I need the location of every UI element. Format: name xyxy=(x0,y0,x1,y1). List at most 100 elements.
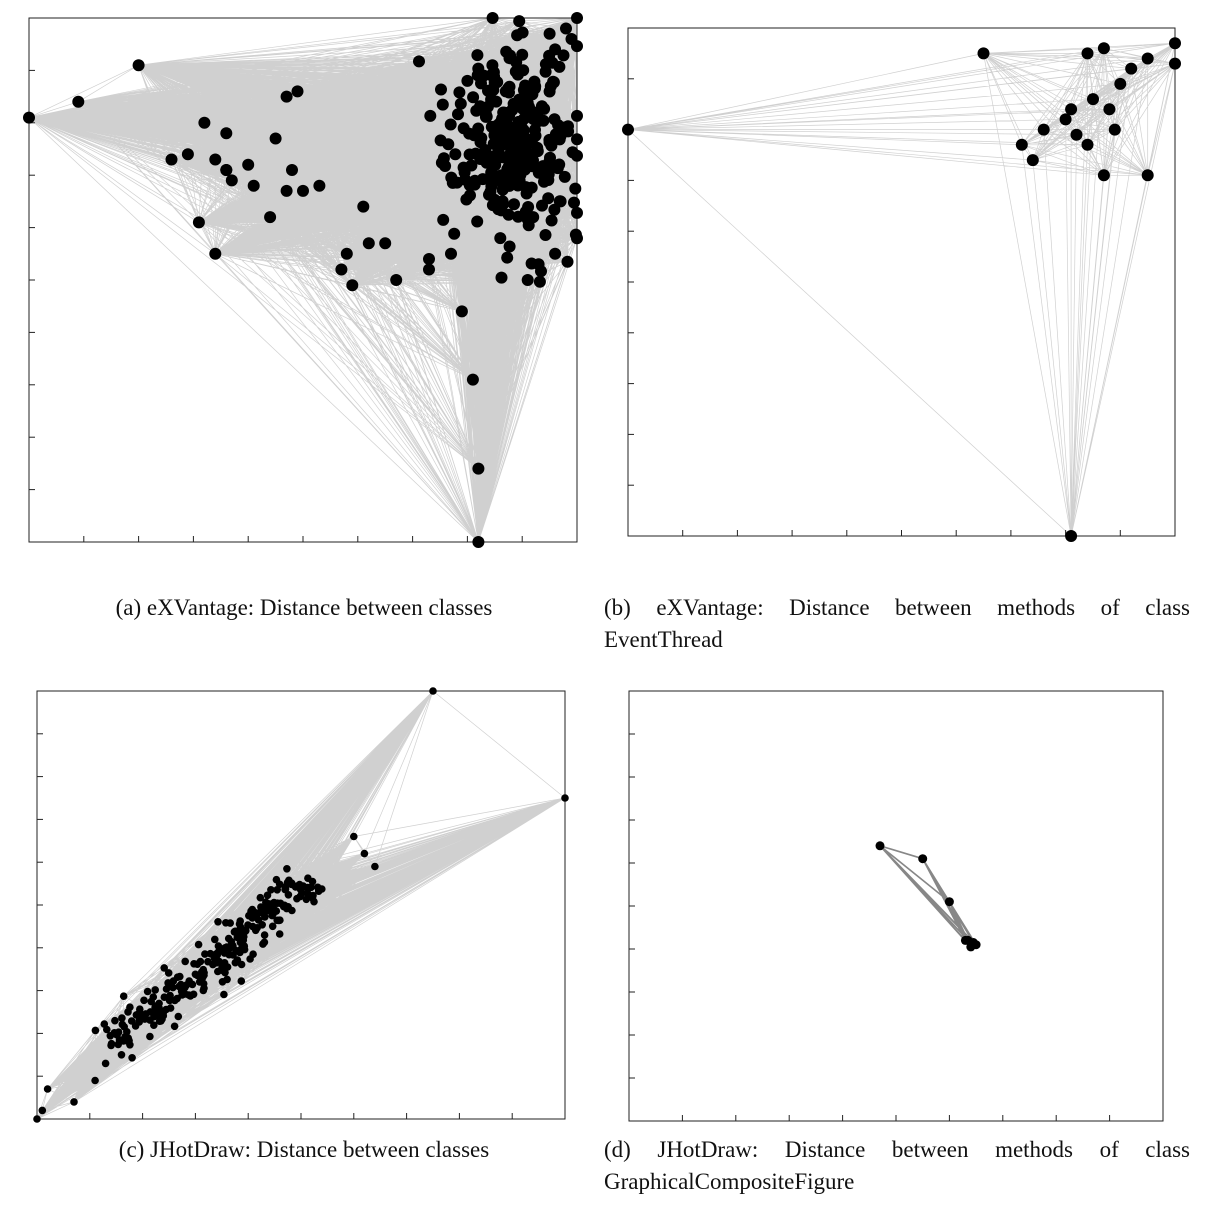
data-point xyxy=(1114,77,1127,90)
data-point xyxy=(253,909,262,917)
data-point xyxy=(561,255,574,268)
caption-d: (d) JHotDraw: Distance between methods o… xyxy=(604,1137,1190,1194)
data-point xyxy=(519,79,532,92)
data-point xyxy=(435,83,447,96)
data-point xyxy=(335,263,348,276)
data-point xyxy=(918,854,928,864)
data-point xyxy=(527,113,540,126)
data-point xyxy=(455,305,468,318)
data-point xyxy=(498,106,511,119)
data-point xyxy=(445,247,457,260)
data-point xyxy=(517,131,529,144)
data-point xyxy=(542,158,555,171)
data-point xyxy=(1065,103,1078,116)
data-point xyxy=(152,1012,161,1020)
chart-panel-b xyxy=(622,27,1181,542)
data-point xyxy=(23,111,35,124)
data-point xyxy=(561,794,569,802)
data-point xyxy=(1097,169,1110,182)
edges-b xyxy=(627,42,1176,537)
data-point xyxy=(162,985,171,993)
data-point xyxy=(132,59,145,72)
data-point xyxy=(1087,93,1099,106)
data-point xyxy=(259,940,267,948)
data-point xyxy=(242,158,255,171)
data-point xyxy=(117,1051,126,1059)
data-point xyxy=(486,12,499,24)
data-point xyxy=(220,127,233,140)
chart-panel-a xyxy=(23,12,583,548)
data-point xyxy=(249,950,257,958)
data-point xyxy=(1169,37,1181,50)
data-point xyxy=(123,1028,131,1036)
data-point xyxy=(280,184,293,197)
data-point xyxy=(516,26,529,39)
caption-a: (a) eXVantage: Distance between classes xyxy=(115,595,493,620)
data-point xyxy=(287,879,296,887)
data-point xyxy=(439,160,452,172)
data-point xyxy=(517,146,530,159)
data-point xyxy=(488,129,501,142)
data-point xyxy=(522,201,535,213)
data-point xyxy=(275,930,284,938)
data-point xyxy=(531,141,544,154)
data-point xyxy=(200,971,208,979)
data-point xyxy=(467,91,480,104)
data-point xyxy=(33,1115,41,1123)
data-point xyxy=(502,82,515,95)
data-point xyxy=(549,247,562,260)
data-point xyxy=(91,1076,99,1085)
data-point xyxy=(486,59,499,72)
data-point xyxy=(472,462,485,475)
data-point xyxy=(553,195,566,208)
data-point xyxy=(214,918,222,926)
data-point xyxy=(506,130,518,143)
data-point xyxy=(194,940,203,949)
data-point xyxy=(157,1017,165,1025)
data-point xyxy=(362,237,375,250)
data-point xyxy=(263,891,272,900)
data-point xyxy=(221,968,229,977)
data-point xyxy=(496,195,509,208)
data-point xyxy=(124,1034,133,1042)
data-point xyxy=(101,1059,110,1068)
data-point xyxy=(508,198,520,211)
data-point xyxy=(537,114,550,127)
data-point xyxy=(461,74,474,87)
data-point xyxy=(1081,47,1094,60)
data-point xyxy=(437,213,450,226)
data-point xyxy=(201,950,209,958)
data-point xyxy=(232,946,240,955)
data-point xyxy=(350,832,358,841)
data-point xyxy=(192,216,205,229)
data-point xyxy=(135,1008,144,1017)
chart-panel-c xyxy=(33,687,569,1123)
data-point xyxy=(513,15,526,28)
data-point xyxy=(256,893,265,902)
data-point xyxy=(318,885,326,893)
data-point xyxy=(204,957,212,966)
data-point xyxy=(198,116,211,129)
data-point xyxy=(223,975,231,984)
data-point xyxy=(429,687,437,695)
data-point xyxy=(485,166,498,179)
data-point xyxy=(143,987,152,996)
data-point xyxy=(622,123,634,136)
data-point xyxy=(545,139,558,152)
data-point xyxy=(1108,123,1121,136)
data-point xyxy=(151,1003,159,1011)
data-point xyxy=(460,193,473,206)
data-point xyxy=(548,203,561,216)
data-point xyxy=(196,957,205,966)
data-point xyxy=(558,170,571,183)
data-point xyxy=(571,133,583,146)
data-point xyxy=(225,950,233,959)
data-point xyxy=(533,275,546,288)
data-point xyxy=(299,882,308,890)
data-point xyxy=(526,88,539,101)
axes-frame-d xyxy=(628,690,1164,1122)
data-point xyxy=(247,179,260,192)
data-point xyxy=(220,990,228,999)
data-point xyxy=(457,161,470,174)
